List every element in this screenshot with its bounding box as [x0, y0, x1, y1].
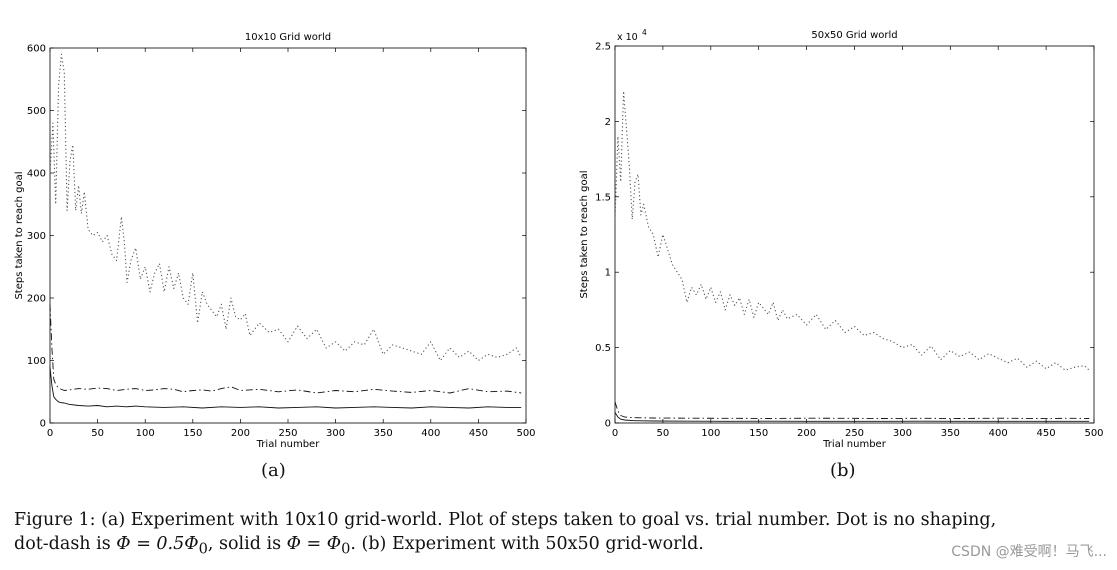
y-tick-label: 1 [605, 268, 611, 279]
series-line-dashdot [49, 304, 522, 394]
y-tick-label: 200 [27, 294, 46, 305]
y-tick-label: 400 [27, 169, 46, 180]
x-tick-label: 400 [989, 428, 1008, 439]
x-tick-label: 250 [278, 428, 297, 439]
series-line-dotted [49, 53, 522, 362]
x-axis-label: Trial number [256, 439, 321, 450]
caption-line-2: dot-dash is Φ = 0.5Φ0, solid is Φ = Φ0. … [14, 532, 1114, 562]
caption-math-sub: 0 [198, 540, 208, 558]
y-tick-label: 0.5 [595, 343, 611, 354]
series-line-dotted [614, 90, 1090, 371]
y-tick-label: 2.5 [595, 42, 611, 53]
plot-frame [614, 45, 1095, 424]
x-tick-label: 300 [326, 428, 345, 439]
y-tick-label: 600 [27, 44, 46, 55]
watermark: CSDN @难受啊！马飞... [951, 544, 1107, 560]
plot-frame [49, 47, 527, 424]
series-line-solid [614, 412, 1090, 422]
y-tick-label: 0 [605, 419, 611, 430]
series-line-dashdot [614, 401, 1090, 419]
x-tick-label: 350 [374, 428, 393, 439]
y-tick-label: 2 [605, 117, 611, 128]
caption-math-sub: 0 [341, 540, 351, 558]
y-axis-label: Steps taken to reach goal [14, 171, 25, 299]
x-tick-label: 150 [749, 428, 768, 439]
x-tick-label: 500 [1084, 428, 1103, 439]
figure-caption: Figure 1: (a) Experiment with 10x10 grid… [14, 508, 1114, 562]
x-tick-label: 500 [516, 428, 535, 439]
y-tick-label: 100 [27, 356, 46, 367]
y-tick-label: 0 [40, 419, 46, 430]
y-axis-label: Steps taken to reach goal [579, 170, 590, 298]
chart-50x50: 0 50 100 150 200 250 300 350 400 450 500 0 0.5 1 1.5 2 2… [579, 28, 1104, 450]
x-axis-label: Trial number [822, 439, 887, 450]
x-tick-label: 250 [845, 428, 864, 439]
chart-title: 10x10 Grid world [245, 32, 331, 43]
y-tick-label: 500 [27, 106, 46, 117]
x-tick-label: 50 [657, 428, 670, 439]
caption-math: Φ = Φ [286, 534, 342, 554]
x-tick-label: 450 [1037, 428, 1056, 439]
caption-text: dot-dash is [14, 534, 117, 554]
y-exponent-power: 4 [642, 28, 647, 37]
series-line-solid [49, 366, 522, 409]
x-tick-label: 50 [91, 428, 104, 439]
chart-10x10: 0 50 100 150 200 250 300 350 400 450 500 0 100 200 300… [14, 32, 536, 450]
y-exponent-label: x 10 [617, 32, 638, 43]
y-tick-label: 300 [27, 231, 46, 242]
x-tick-label: 0 [612, 428, 618, 439]
x-tick-label: 300 [893, 428, 912, 439]
x-tick-label: 0 [47, 428, 53, 439]
x-tick-label: 200 [231, 428, 250, 439]
x-tick-label: 350 [941, 428, 960, 439]
x-tick-label: 400 [421, 428, 440, 439]
caption-text: , solid is [207, 534, 287, 554]
y-tick-label: 1.5 [595, 192, 611, 203]
chart-title: 50x50 Grid world [811, 30, 897, 41]
subcaption-a: (a) [261, 460, 286, 481]
x-tick-label: 100 [136, 428, 155, 439]
x-tick-label: 150 [183, 428, 202, 439]
caption-line-1: Figure 1: (a) Experiment with 10x10 grid… [14, 510, 997, 530]
x-tick-label: 200 [797, 428, 816, 439]
caption-math: Φ = 0.5Φ [116, 534, 199, 554]
subcaption-b: (b) [830, 460, 856, 481]
caption-text: . (b) Experiment with 50x50 grid-world. [350, 534, 704, 554]
x-tick-label: 100 [701, 428, 720, 439]
x-tick-label: 450 [469, 428, 488, 439]
